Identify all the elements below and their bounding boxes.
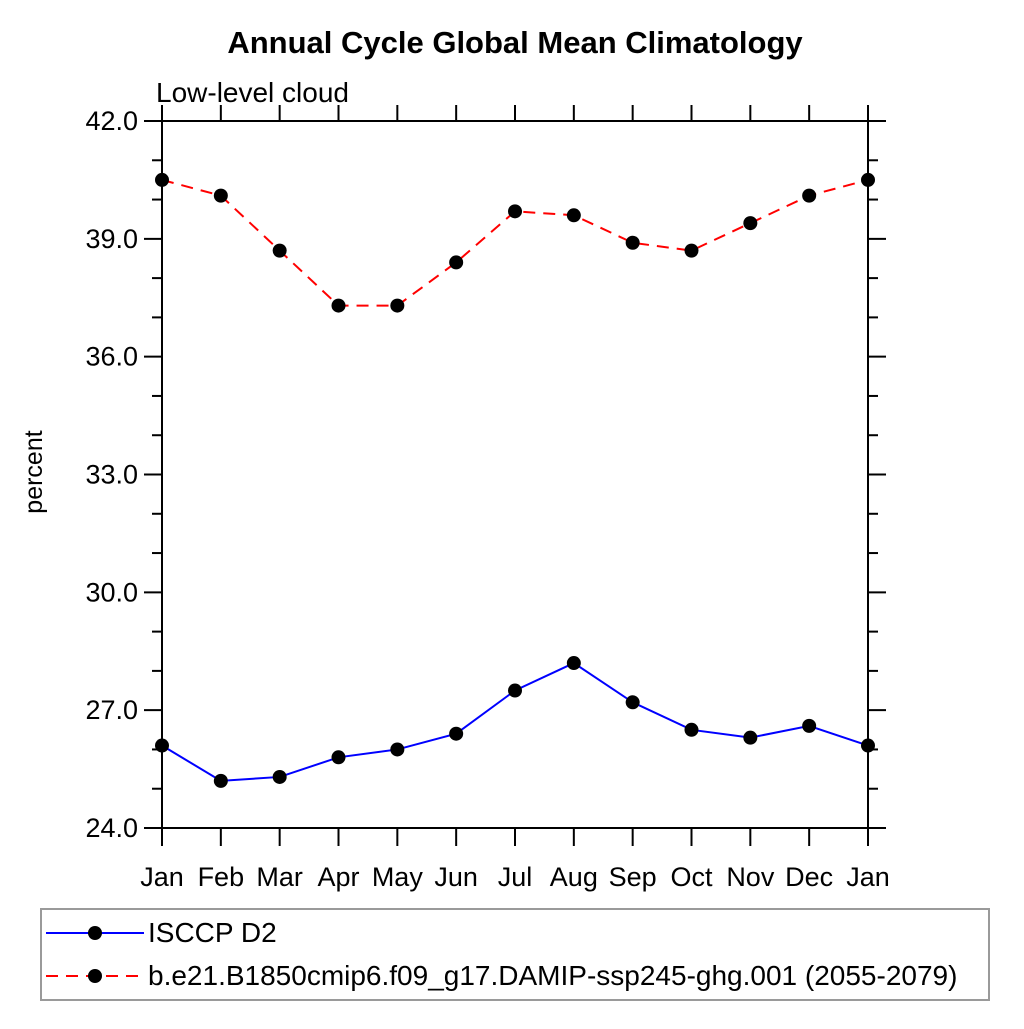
axis-frame xyxy=(161,120,869,829)
legend-marker-icon xyxy=(88,926,102,940)
legend-line-sample-solid xyxy=(46,926,144,940)
legend-item: b.e21.B1850cmip6.f09_g17.DAMIP-ssp245-gh… xyxy=(42,955,988,998)
chart-title: Annual Cycle Global Mean Climatology xyxy=(227,25,803,60)
x-tick-label: Apr xyxy=(317,862,359,892)
x-tick-label: Dec xyxy=(785,862,833,892)
data-point-marker xyxy=(155,738,169,753)
y-tick-label: 24.0 xyxy=(85,813,138,843)
legend-box: ISCCP D2 b.e21.B1850cmip6.f09_g17.DAMIP-… xyxy=(40,908,990,1001)
y-tick-label: 33.0 xyxy=(85,460,138,490)
data-point-marker xyxy=(508,683,522,698)
legend-marker-icon xyxy=(88,969,102,983)
data-point-marker xyxy=(449,726,464,741)
x-tick-label: Jan xyxy=(140,862,184,892)
series-line xyxy=(161,178,869,307)
y-tick-label: 30.0 xyxy=(85,577,138,607)
data-point-marker xyxy=(272,769,287,784)
data-point-marker xyxy=(743,730,758,745)
legend-label: b.e21.B1850cmip6.f09_g17.DAMIP-ssp245-gh… xyxy=(148,960,958,991)
x-tick-label: May xyxy=(372,862,424,892)
legend-label: ISCCP D2 xyxy=(148,917,277,948)
data-point-marker xyxy=(213,773,228,788)
data-point-marker xyxy=(508,204,522,219)
chart-subtitle: Low-level cloud xyxy=(156,77,349,108)
data-point-marker xyxy=(684,722,699,737)
series-line xyxy=(161,661,869,782)
data-point-marker xyxy=(390,742,405,757)
x-tick-label: Feb xyxy=(198,862,245,892)
data-point-marker xyxy=(331,750,346,765)
data-point-marker xyxy=(802,718,817,733)
data-point-marker xyxy=(684,243,699,258)
data-point-marker xyxy=(155,172,169,187)
x-tick-label: Sep xyxy=(609,862,657,892)
data-point-marker xyxy=(625,695,640,710)
y-axis-label: percent xyxy=(20,430,48,513)
axes-layer: 24.0 27.0 30.0 33.0 36.0 39.0 42.0 Jan Feb Mar Apr… xyxy=(85,105,890,892)
x-tick-label: Oct xyxy=(670,862,713,892)
y-tick-label: 39.0 xyxy=(85,224,138,254)
x-tick-label: Jul xyxy=(498,862,533,892)
y-tick-label: 27.0 xyxy=(85,695,138,725)
data-point-marker xyxy=(213,188,228,203)
data-point-marker xyxy=(449,255,464,270)
data-point-marker xyxy=(566,208,581,223)
x-tick-label: Aug xyxy=(550,862,598,892)
x-tick-label: Jun xyxy=(434,862,478,892)
data-point-marker xyxy=(861,738,875,753)
data-point-marker xyxy=(390,298,405,313)
x-tick-label: Nov xyxy=(726,862,775,892)
data-point-marker xyxy=(566,656,581,671)
y-tick-label: 42.0 xyxy=(85,106,138,136)
data-point-marker xyxy=(802,188,817,203)
legend-item: ISCCP D2 xyxy=(42,912,988,955)
data-point-marker xyxy=(743,216,758,231)
data-point-marker xyxy=(625,235,640,250)
data-point-marker xyxy=(861,172,875,187)
legend-line-sample-dashed xyxy=(46,969,144,983)
data-point-marker xyxy=(272,243,287,258)
data-point-marker xyxy=(331,298,346,313)
x-tick-label: Mar xyxy=(256,862,303,892)
y-tick-label: 36.0 xyxy=(85,342,138,372)
x-tick-label: Jan xyxy=(846,862,890,892)
series-layer xyxy=(155,172,875,788)
